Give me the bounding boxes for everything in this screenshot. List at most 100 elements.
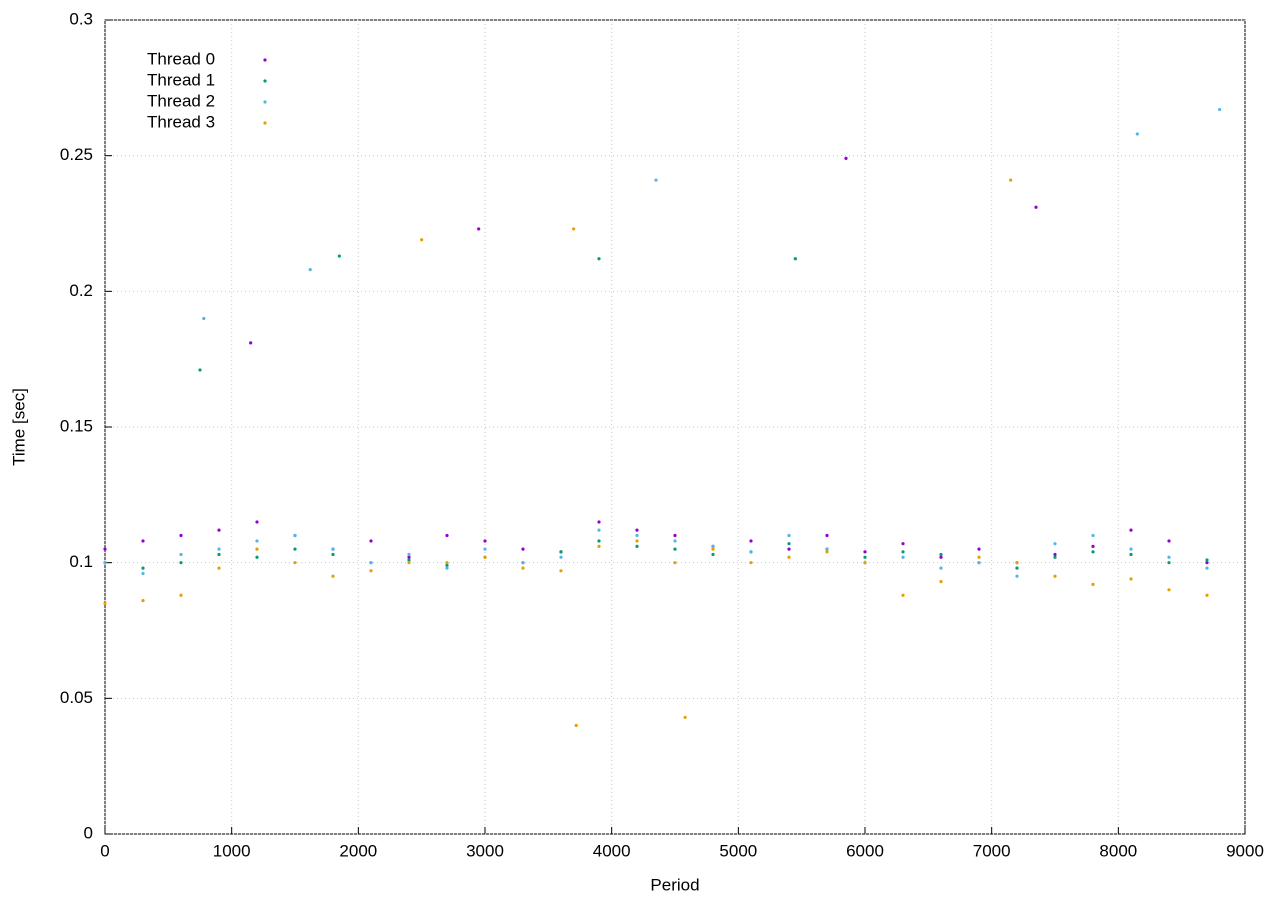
x-tick-label: 5000	[719, 841, 757, 860]
legend-marker	[263, 100, 267, 104]
point	[1205, 593, 1209, 597]
point	[787, 542, 791, 546]
x-tick-label: 1000	[213, 841, 251, 860]
legend-label: Thread 2	[147, 91, 215, 110]
point	[635, 528, 639, 532]
point	[255, 539, 259, 543]
point	[597, 528, 601, 532]
point	[521, 561, 525, 565]
point	[255, 520, 259, 524]
point	[293, 561, 297, 565]
point	[939, 566, 943, 570]
x-tick-label: 3000	[466, 841, 504, 860]
point	[559, 555, 563, 559]
point	[445, 561, 449, 565]
point	[654, 178, 658, 182]
point	[445, 566, 449, 570]
point	[1015, 566, 1019, 570]
point	[635, 544, 639, 548]
x-tick-label: 7000	[973, 841, 1011, 860]
point	[749, 550, 753, 554]
point	[635, 539, 639, 543]
point	[793, 257, 797, 261]
point	[825, 547, 829, 551]
point	[1053, 555, 1057, 559]
point	[293, 547, 297, 551]
point	[445, 563, 449, 567]
point	[103, 547, 107, 551]
point	[901, 542, 905, 546]
point	[1091, 533, 1095, 538]
point	[521, 566, 525, 570]
y-tick-label: 0.3	[69, 9, 93, 28]
point	[844, 156, 848, 160]
point	[574, 723, 578, 728]
point	[673, 561, 677, 565]
point	[1034, 205, 1038, 209]
legend-marker	[263, 58, 267, 62]
legend-marker	[263, 79, 267, 83]
point	[217, 566, 221, 570]
x-tick-label: 8000	[1099, 841, 1137, 860]
point	[1167, 555, 1171, 559]
point	[1167, 588, 1171, 592]
point	[787, 533, 791, 538]
y-tick-label: 0	[84, 823, 93, 842]
legend-label: Thread 3	[147, 112, 215, 131]
point	[407, 561, 411, 565]
point	[749, 561, 753, 565]
point	[901, 593, 905, 597]
x-tick-label: 9000	[1226, 841, 1264, 860]
point	[939, 580, 943, 584]
point	[901, 555, 905, 559]
point	[141, 539, 145, 543]
point	[901, 550, 905, 554]
y-tick-label: 0.1	[69, 552, 93, 571]
point	[1135, 132, 1139, 136]
point	[749, 539, 753, 543]
point	[711, 552, 715, 557]
point	[559, 569, 563, 573]
point	[597, 520, 601, 524]
point	[597, 544, 601, 548]
point	[1015, 574, 1019, 578]
point	[217, 528, 221, 532]
point	[179, 561, 183, 565]
point	[1167, 539, 1171, 543]
point	[1129, 547, 1133, 551]
point	[683, 715, 687, 719]
point	[787, 555, 791, 559]
point	[1015, 561, 1019, 565]
point	[202, 316, 206, 321]
point	[559, 550, 563, 554]
y-tick-label: 0.25	[60, 145, 93, 164]
x-tick-label: 0	[100, 841, 109, 860]
point	[179, 552, 183, 557]
y-tick-label: 0.15	[60, 416, 93, 435]
point	[673, 539, 677, 543]
point	[1205, 566, 1209, 570]
point	[597, 257, 601, 261]
point	[1167, 561, 1171, 565]
point	[1053, 574, 1057, 578]
point	[521, 547, 525, 551]
point	[825, 533, 829, 538]
point	[1129, 552, 1133, 557]
point	[249, 341, 253, 345]
point	[1053, 552, 1057, 557]
point	[1205, 561, 1209, 565]
point	[939, 552, 943, 557]
point	[977, 555, 981, 559]
point	[141, 571, 145, 576]
point	[103, 601, 107, 605]
point	[179, 533, 183, 538]
legend-marker	[263, 121, 267, 125]
point	[445, 533, 449, 538]
point	[198, 368, 202, 372]
point	[407, 558, 411, 562]
point	[255, 547, 259, 551]
point	[939, 555, 943, 559]
point	[597, 539, 601, 543]
point	[711, 544, 715, 548]
